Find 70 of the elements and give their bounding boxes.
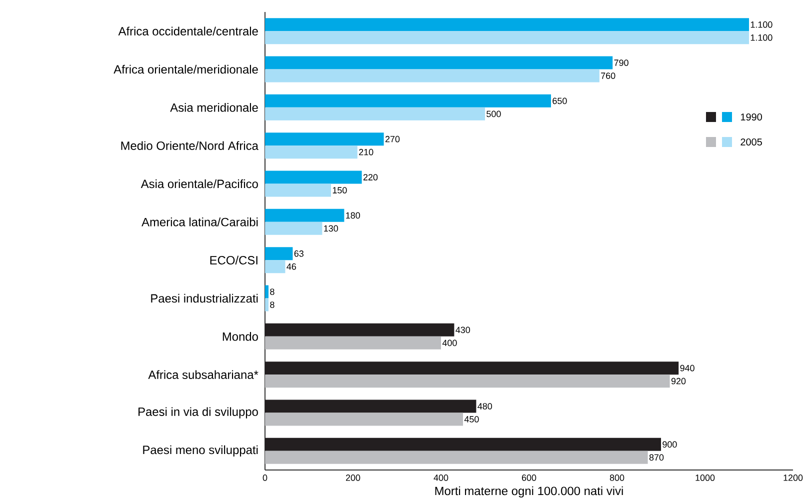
x-tick-label: 1000 — [696, 474, 715, 481]
x-tick-label: 0 — [262, 474, 268, 481]
x-tick-label: 400 — [434, 474, 448, 481]
bar — [265, 438, 662, 451]
data-label: 430 — [456, 326, 470, 334]
bar — [265, 170, 362, 184]
bar — [265, 285, 269, 298]
data-label: 920 — [671, 378, 686, 384]
bar — [265, 56, 613, 70]
y-tick-label: Paesi in via di sviluppo — [138, 407, 258, 418]
bar — [265, 132, 384, 146]
bar — [265, 18, 750, 32]
x-axis-title: Morti materne ogni 100.000 nati vivi — [435, 486, 623, 498]
y-tick-label: Africa subsahariana* — [148, 370, 258, 379]
data-label: 480 — [478, 403, 492, 410]
bar — [265, 184, 331, 197]
y-tick-label: Asia orientale/Pacifico — [140, 179, 258, 188]
bar — [265, 69, 600, 82]
x-tick-label: 600 — [522, 474, 536, 481]
bar — [265, 374, 670, 388]
bar — [265, 450, 648, 464]
bar — [265, 298, 269, 312]
bar — [265, 260, 286, 274]
bar — [265, 323, 454, 336]
data-label: 940 — [680, 364, 694, 372]
bar — [265, 336, 442, 350]
data-label: 450 — [464, 416, 479, 422]
bar — [265, 247, 293, 260]
data-label: 870 — [649, 454, 664, 461]
y-tick-label: Medio Oriente/Nord Africa — [121, 141, 258, 150]
data-label: 220 — [363, 174, 378, 180]
y-tick-label: Asia meridionale — [170, 103, 258, 112]
data-label: 46 — [286, 263, 296, 270]
bar — [265, 94, 552, 108]
bar — [265, 362, 679, 375]
bar — [265, 208, 344, 222]
y-tick-label: Paesi meno sviluppati — [143, 445, 258, 456]
data-label: 1.100 — [750, 21, 772, 28]
data-label: 150 — [332, 187, 347, 194]
bar — [265, 412, 464, 426]
data-label: 8 — [270, 302, 274, 308]
bar — [265, 107, 486, 120]
y-tick-label: ECO/CSI — [210, 256, 258, 264]
legend-label: 1990 — [740, 113, 762, 121]
legend-label: 2005 — [740, 138, 762, 146]
x-tick-label: 1200 — [784, 474, 803, 481]
data-label: 500 — [486, 110, 501, 118]
data-label: 8 — [270, 288, 274, 295]
data-label: 1.100 — [750, 34, 772, 41]
x-tick-label: 800 — [610, 474, 624, 481]
data-label: 210 — [359, 148, 374, 156]
y-tick-label: Paesi industrializzati — [151, 294, 258, 303]
y-tick-label: Africa occidentale/centrale — [118, 26, 258, 36]
bar — [265, 31, 750, 44]
data-label: 400 — [442, 340, 457, 346]
data-label: 130 — [324, 225, 338, 232]
data-label: 63 — [294, 250, 304, 257]
bar — [265, 400, 476, 413]
data-label: 180 — [346, 212, 360, 219]
x-tick-label: 200 — [346, 474, 360, 481]
data-label: 760 — [601, 72, 616, 79]
data-label: 650 — [552, 98, 567, 104]
y-tick-label: America latina/Caraibi — [142, 218, 258, 226]
y-tick-label: Africa orientale/meridionale — [114, 64, 258, 74]
y-tick-label: Mondo — [222, 332, 258, 341]
bar — [265, 222, 322, 235]
data-label: 900 — [662, 441, 677, 448]
data-label: 270 — [385, 136, 400, 142]
data-label: 790 — [614, 60, 628, 66]
bar — [265, 146, 358, 159]
